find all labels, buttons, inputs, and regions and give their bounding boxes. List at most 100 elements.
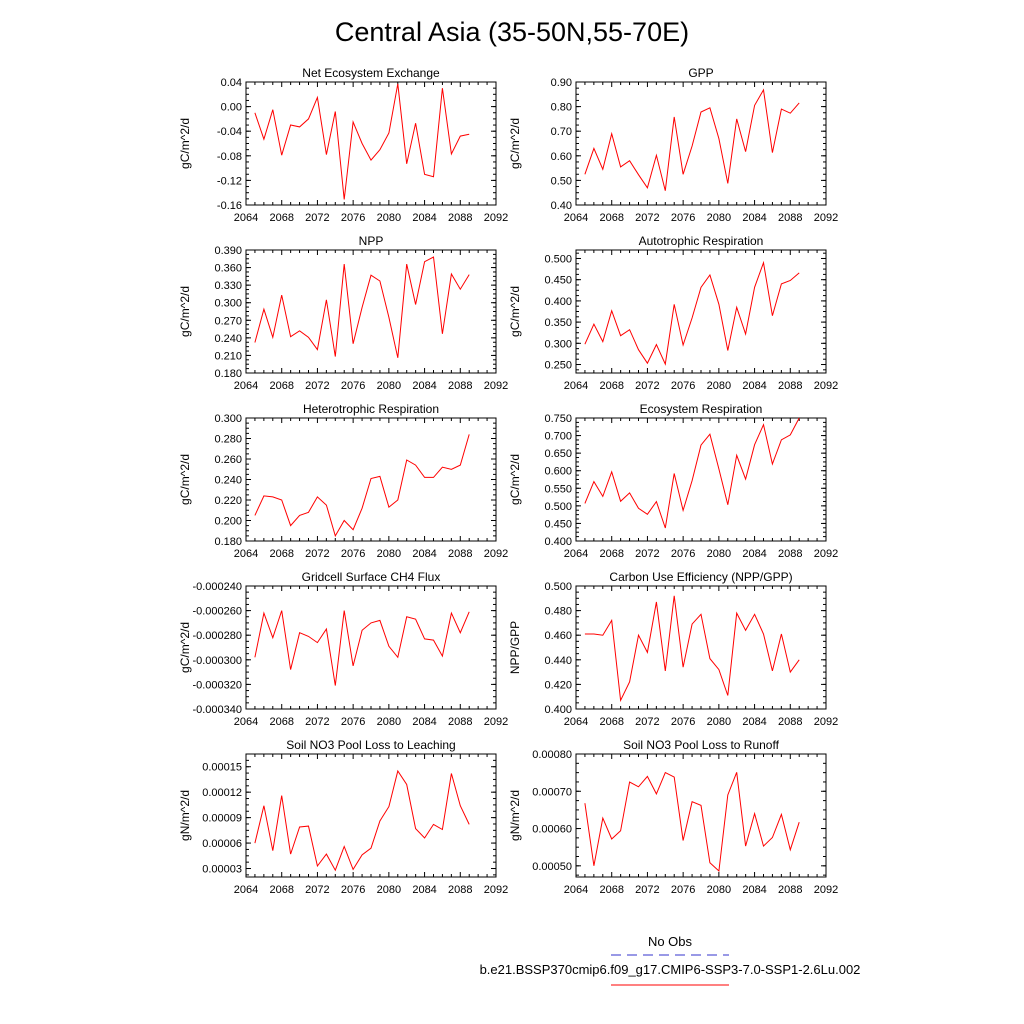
y-tick-label: 0.60 xyxy=(551,151,572,163)
x-tick-label: 2064 xyxy=(234,380,258,392)
y-axis-label: gN/m^2/d xyxy=(508,790,522,841)
x-tick-label: 2064 xyxy=(564,884,588,896)
x-tick-label: 2084 xyxy=(742,212,766,224)
y-axis-label: gC/m^2/d xyxy=(178,286,192,337)
y-tick-label: -0.08 xyxy=(217,151,242,163)
y-tick-label: -0.000280 xyxy=(192,630,242,642)
y-tick-label: 0.400 xyxy=(544,704,572,716)
x-tick-label: 2076 xyxy=(671,548,695,560)
y-tick-label: 0.00060 xyxy=(532,824,572,836)
y-tick-label: 0.40 xyxy=(551,200,572,212)
series-line xyxy=(584,771,800,873)
plot-frame xyxy=(245,585,497,710)
x-tick-label: 2064 xyxy=(234,548,258,560)
x-tick-label: 2072 xyxy=(635,884,659,896)
x-tick-label: 2076 xyxy=(671,884,695,896)
panel-4: Autotrophic Respiration gC/m^2/d 2064 2068 2… xyxy=(508,234,838,392)
x-tick-label: 2080 xyxy=(377,212,401,224)
x-tick-label: 2072 xyxy=(305,212,329,224)
legend-case-label: b.e21.BSSP370cmip6.f09_g17.CMIP6-SSP3-7.… xyxy=(480,962,861,977)
x-tick-label: 2084 xyxy=(742,380,766,392)
x-tick-label: 2084 xyxy=(412,716,436,728)
y-tick-label: 0.500 xyxy=(544,501,572,513)
x-tick-label: 2088 xyxy=(778,884,802,896)
x-tick-label: 2092 xyxy=(814,548,838,560)
y-tick-label: 0.750 xyxy=(544,413,572,425)
x-tick-label: 2076 xyxy=(341,716,365,728)
panel-title: Ecosystem Respiration xyxy=(640,402,763,416)
x-tick-label: 2084 xyxy=(742,716,766,728)
x-tick-label: 2080 xyxy=(377,548,401,560)
legend-obs-label: No Obs xyxy=(648,934,693,949)
y-tick-label: 0.260 xyxy=(214,454,242,466)
y-tick-label: -0.04 xyxy=(217,126,242,138)
x-tick-label: 2088 xyxy=(448,380,472,392)
panel-title: Heterotrophic Respiration xyxy=(303,402,439,416)
x-tick-label: 2084 xyxy=(412,380,436,392)
y-tick-label: 0.480 xyxy=(544,606,572,618)
series-line xyxy=(254,610,470,686)
x-tick-label: 2072 xyxy=(635,548,659,560)
x-tick-label: 2064 xyxy=(564,716,588,728)
x-tick-label: 2072 xyxy=(305,716,329,728)
plot-frame xyxy=(575,249,827,374)
y-tick-label: 0.04 xyxy=(221,77,242,89)
y-tick-label: 0.00009 xyxy=(202,813,242,825)
panel-2: GPP gC/m^2/d 2064 2068 2072 2076 2080 2084 2088 2… xyxy=(508,66,838,224)
x-tick-label: 2076 xyxy=(341,380,365,392)
x-tick-label: 2084 xyxy=(412,548,436,560)
x-tick-label: 2080 xyxy=(707,884,731,896)
plot-frame xyxy=(575,81,827,206)
y-axis-label: gC/m^2/d xyxy=(508,286,522,337)
x-tick-label: 2088 xyxy=(778,212,802,224)
panel-title: Soil NO3 Pool Loss to Leaching xyxy=(286,738,455,752)
panel-title: Net Ecosystem Exchange xyxy=(302,66,440,80)
y-tick-label: 0.70 xyxy=(551,126,572,138)
x-tick-label: 2068 xyxy=(269,212,293,224)
x-tick-label: 2064 xyxy=(564,212,588,224)
x-tick-label: 2088 xyxy=(778,716,802,728)
y-axis-label: gC/m^2/d xyxy=(178,454,192,505)
y-tick-label: 0.00006 xyxy=(202,838,242,850)
y-tick-label: 0.180 xyxy=(214,536,242,548)
y-tick-label: 0.420 xyxy=(544,679,572,691)
y-tick-label: 0.00050 xyxy=(532,861,572,873)
x-tick-label: 2076 xyxy=(671,380,695,392)
y-tick-label: 0.500 xyxy=(544,253,572,265)
y-tick-label: 0.240 xyxy=(214,475,242,487)
x-tick-label: 2064 xyxy=(564,380,588,392)
y-tick-label: 0.240 xyxy=(214,333,242,345)
x-tick-label: 2068 xyxy=(599,548,623,560)
x-tick-label: 2092 xyxy=(814,212,838,224)
series-line xyxy=(584,88,800,191)
y-tick-label: 0.600 xyxy=(544,466,572,478)
panel-5: Heterotrophic Respiration gC/m^2/d 2064 206… xyxy=(178,402,508,560)
y-tick-label: -0.000300 xyxy=(192,655,242,667)
y-tick-label: 0.00 xyxy=(221,102,242,114)
legend: No Obs b.e21.BSSP370cmip6.f09_g17.CMIP6-… xyxy=(480,934,861,986)
x-tick-label: 2068 xyxy=(269,716,293,728)
y-tick-label: 0.400 xyxy=(544,536,572,548)
y-tick-label: 0.00003 xyxy=(202,864,242,876)
y-tick-label: 0.200 xyxy=(214,516,242,528)
y-axis-label: gN/m^2/d xyxy=(178,790,192,841)
x-tick-label: 2088 xyxy=(448,548,472,560)
y-tick-label: 0.450 xyxy=(544,518,572,530)
y-tick-label: 0.450 xyxy=(544,275,572,287)
y-tick-label: 0.500 xyxy=(544,581,572,593)
page-title: Central Asia (35-50N,55-70E) xyxy=(335,17,689,47)
y-axis-label: gC/m^2/d xyxy=(178,622,192,673)
x-tick-label: 2092 xyxy=(814,716,838,728)
panel-title: GPP xyxy=(688,66,713,80)
x-tick-label: 2092 xyxy=(484,380,508,392)
plot-frame xyxy=(575,585,827,710)
x-tick-label: 2068 xyxy=(269,380,293,392)
panel-title: NPP xyxy=(359,234,384,248)
y-axis-label: gC/m^2/d xyxy=(178,118,192,169)
plot-frame xyxy=(575,753,827,878)
plot-frame xyxy=(245,81,497,206)
x-tick-label: 2080 xyxy=(377,716,401,728)
x-tick-label: 2084 xyxy=(742,884,766,896)
x-tick-label: 2076 xyxy=(671,212,695,224)
x-tick-label: 2092 xyxy=(814,884,838,896)
